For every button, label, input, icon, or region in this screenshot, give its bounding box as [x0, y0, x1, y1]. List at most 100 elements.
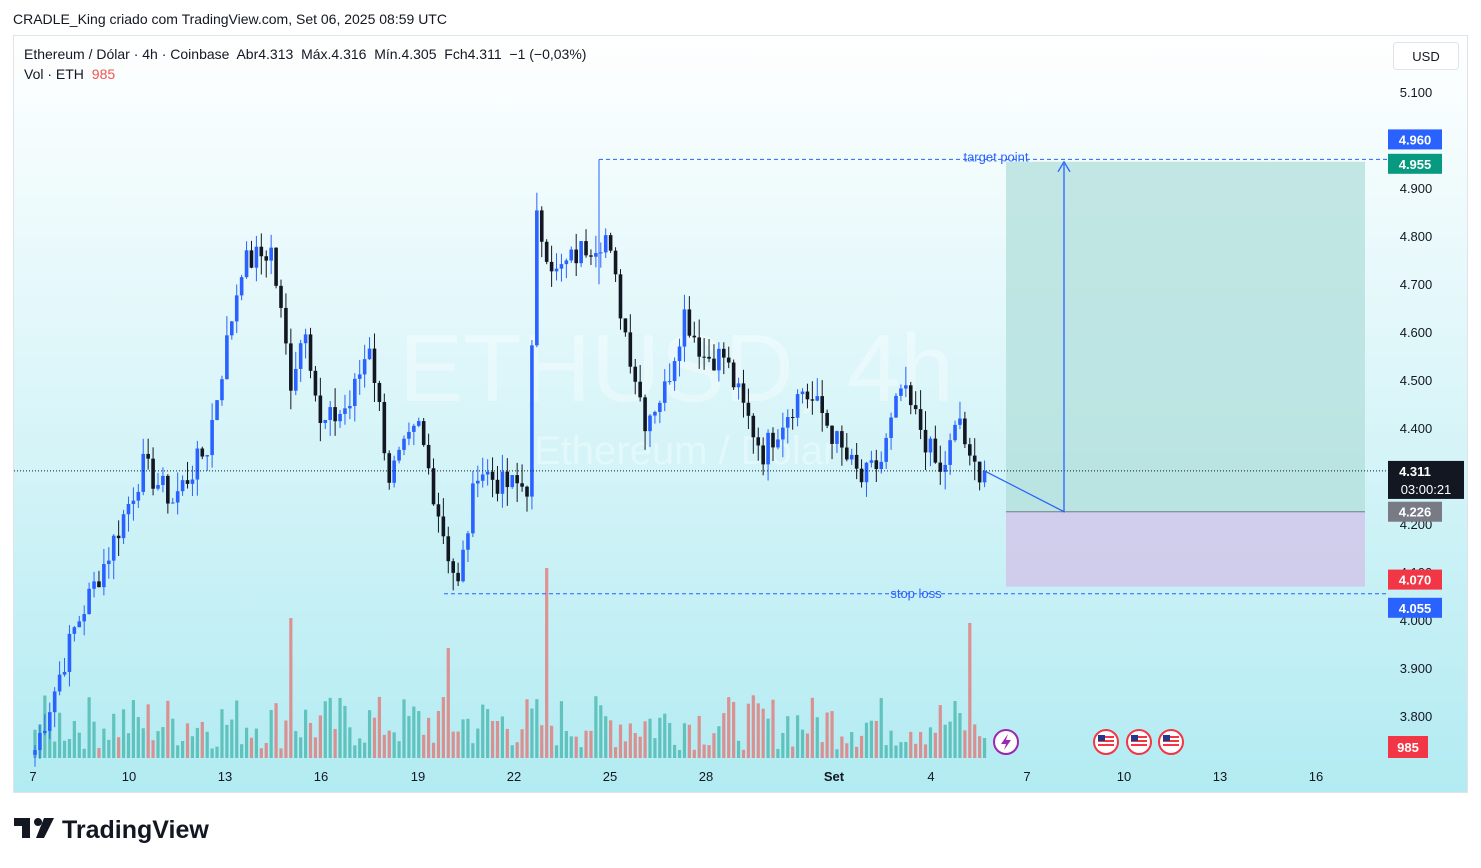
candle-body [539, 210, 544, 242]
candle-body [407, 431, 411, 439]
volume-bar [613, 747, 618, 758]
candle-body [884, 437, 888, 462]
candle-body [77, 621, 82, 628]
volume-bar [151, 740, 155, 758]
volume-bar [712, 733, 716, 758]
stop-loss-label[interactable]: stop loss [890, 586, 942, 601]
loss-zone [1006, 511, 1365, 587]
candle-body [402, 438, 406, 450]
y-tick-label: 4.700 [1400, 277, 1433, 292]
annotation-overlay[interactable]: target point stop loss [14, 149, 1389, 601]
candle-body [313, 370, 318, 396]
candle-body [810, 399, 815, 401]
target-point-label[interactable]: target point [963, 149, 1028, 164]
volume-bar [604, 716, 608, 758]
tradingview-logo[interactable]: TradingView [14, 816, 209, 845]
y-tick-label: 3.800 [1400, 709, 1433, 724]
candle-body [451, 561, 455, 573]
symbol-watermark: ETHUSD, 4h Ethereum / Dólar [399, 315, 954, 473]
volume-bar [333, 728, 337, 758]
volume-bar [623, 741, 627, 758]
x-tick-label: 19 [411, 769, 425, 784]
price-axis-labels: 4.960 4.955 4.311 03:00:21 4.226 4.070 4… [1388, 129, 1464, 758]
candle-body [210, 419, 214, 456]
candle-body [190, 479, 195, 484]
candle-body [72, 627, 77, 634]
volume-bar [953, 701, 957, 758]
candle-body [146, 453, 150, 459]
candle-body [741, 383, 746, 403]
chart-area[interactable]: ETHUSD, 4h Ethereum / Dólar target point… [13, 35, 1468, 793]
candle-body [416, 421, 421, 426]
candle-body [264, 256, 269, 261]
volume-bar [796, 715, 800, 758]
volume-bar [859, 735, 864, 758]
volume-bar [427, 717, 431, 758]
us-flag-icon[interactable] [1093, 729, 1119, 755]
volume-bar [323, 701, 327, 758]
candle-body [357, 374, 362, 379]
volume-bar [412, 706, 416, 758]
symbol-description[interactable]: Ethereum / Dólar · 4h · Coinbase [24, 46, 230, 62]
candle-body [761, 445, 765, 465]
volume-bar [530, 708, 534, 758]
candle-body [982, 470, 987, 483]
candle-body [431, 468, 436, 505]
volume-bar [668, 722, 672, 758]
event-markers[interactable] [993, 729, 1184, 755]
currency-button[interactable]: USD [1393, 42, 1459, 70]
us-flag-icon[interactable] [1126, 729, 1152, 755]
volume-bar [810, 697, 814, 758]
candle-body [702, 356, 706, 358]
x-tick-label: 13 [218, 769, 232, 784]
candle-body [274, 247, 278, 286]
candle-body [466, 533, 470, 550]
candle-body [436, 504, 441, 517]
x-tick-label: 10 [122, 769, 136, 784]
volume-label[interactable]: Vol · ETH [24, 66, 84, 82]
candle-body [894, 395, 898, 418]
volume-bar [805, 733, 810, 758]
candle-body [397, 449, 401, 461]
volume-bar [402, 699, 406, 758]
candle-body [672, 361, 677, 382]
candle-body [200, 448, 205, 457]
candle-body [938, 462, 943, 472]
candle-body [515, 475, 519, 484]
volume-bar [928, 727, 933, 758]
volume-bar [618, 724, 623, 758]
volume-bar [126, 733, 131, 758]
long-position-tool[interactable] [1006, 161, 1365, 587]
volume-bar [161, 727, 165, 758]
projection-arrowhead [1057, 160, 1071, 173]
volume-bar [107, 739, 111, 758]
volume-bar [653, 738, 657, 758]
x-tick-label: 10 [1117, 769, 1131, 784]
volume-bar [185, 723, 190, 758]
candle-body [869, 460, 874, 463]
legend-high: Máx.4.316 [301, 46, 367, 62]
volume-bar [141, 728, 145, 758]
volume-bar [638, 736, 642, 758]
volume-bar [722, 713, 726, 758]
time-axis[interactable]: 7 10 13 16 19 22 25 28 Set 4 7 10 13 16 [29, 769, 1323, 784]
volume-bar [328, 697, 332, 758]
volume-bar [535, 699, 539, 758]
candle-body [564, 260, 569, 265]
volume-bar [92, 721, 96, 758]
x-tick-label: 4 [927, 769, 934, 784]
us-flag-icon[interactable] [1158, 729, 1184, 755]
volume-bar [520, 729, 524, 758]
volume-bar [205, 731, 209, 758]
candle-body [362, 359, 367, 375]
volume-bar [599, 705, 603, 758]
lightning-icon[interactable] [993, 729, 1019, 755]
candle-body [490, 471, 495, 480]
volume-bar [289, 618, 293, 758]
price-chart[interactable]: ETHUSD, 4h Ethereum / Dólar target point… [14, 36, 1468, 793]
volume-bar [756, 703, 760, 758]
candle-body [667, 381, 672, 383]
candle-body [180, 480, 185, 492]
candle-body [603, 235, 608, 253]
current-price-tag: 4.311 [1399, 464, 1431, 479]
